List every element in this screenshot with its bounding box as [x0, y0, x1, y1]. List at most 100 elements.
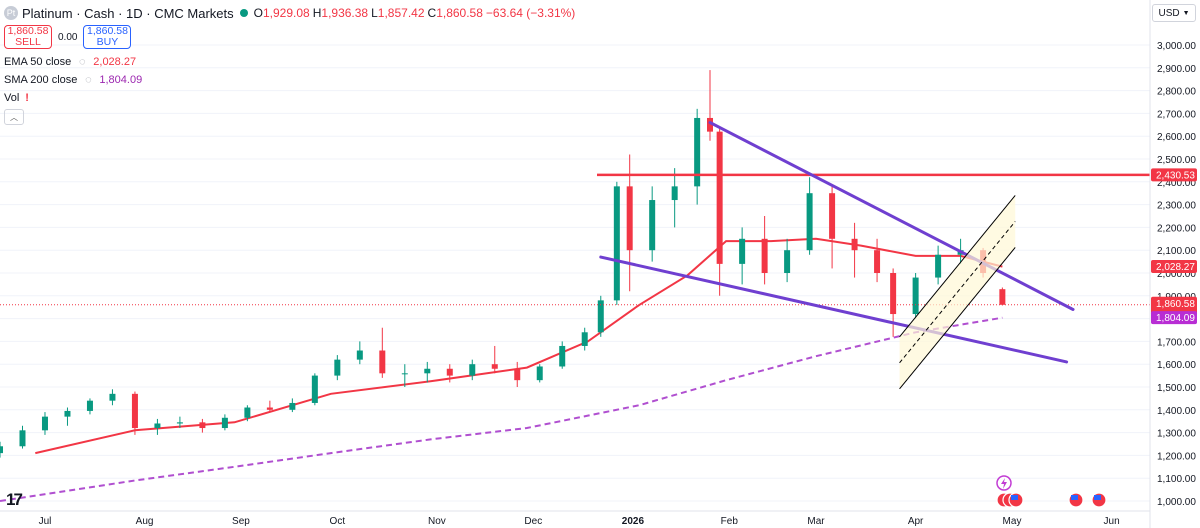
ohlc-close: C1,860.58 — [427, 6, 483, 20]
vol-warning-icon[interactable]: ! — [25, 91, 29, 104]
time-tick-label: Dec — [524, 516, 542, 527]
candle-body — [469, 364, 476, 376]
candle-body — [671, 186, 678, 201]
candle-body — [707, 117, 714, 132]
time-tick-label: Apr — [908, 516, 924, 527]
candle-body — [694, 117, 701, 187]
candle-body — [64, 410, 71, 417]
ohlc-low: L1,857.42 — [371, 6, 425, 20]
us-flag-canton — [1094, 495, 1101, 500]
tradingview-logo-icon[interactable]: 17 — [6, 490, 23, 509]
price-tick-label: 2,700.00 — [1157, 109, 1196, 120]
price-tick-label: 2,200.00 — [1157, 223, 1196, 234]
sma-label[interactable]: SMA 200 close — [4, 73, 78, 86]
drawings[interactable] — [0, 121, 1150, 390]
candle-body — [912, 277, 919, 315]
time-tick-label: Nov — [428, 516, 446, 527]
ema-50-line — [35, 237, 1003, 455]
channel-upper-line — [899, 195, 1016, 338]
price-tick-label: 2,100.00 — [1157, 246, 1196, 257]
candle-body — [514, 368, 521, 381]
candle-body — [649, 200, 656, 251]
vol-label[interactable]: Vol — [4, 91, 20, 104]
time-tick-label: Feb — [721, 516, 739, 527]
price-tick-label: 2,300.00 — [1157, 201, 1196, 212]
candle-body — [890, 273, 897, 315]
candle-body — [266, 407, 273, 410]
sma-price-label — [1151, 311, 1197, 325]
price-tick-label: 2,000.00 — [1157, 269, 1196, 280]
candle-body — [536, 366, 543, 381]
ema-indicator-row[interactable]: EMA 50 close ◌ 2,028.27 — [4, 53, 575, 70]
candle-body — [289, 402, 296, 410]
price-tick-label: 1,500.00 — [1157, 383, 1196, 394]
price-tick-label: 1,000.00 — [1157, 497, 1196, 508]
us-flag-canton — [1071, 495, 1078, 500]
candle-body — [597, 300, 604, 333]
currency-selector[interactable]: USD ▼ — [1152, 4, 1196, 22]
price-tick-label: 1,700.00 — [1157, 337, 1196, 348]
symbol-title[interactable]: Platinum · Cash · 1D · CMC Markets — [22, 5, 234, 21]
ohlc-high: H1,936.38 — [312, 6, 369, 20]
buy-price: 1,860.58 — [87, 25, 128, 37]
time-tick-label: Sep — [232, 516, 250, 527]
candle-body — [559, 345, 566, 367]
us-flag-icon-group[interactable] — [996, 492, 1107, 508]
candle-body — [41, 416, 48, 431]
candle-body — [613, 186, 620, 301]
platinum-symbol-icon: Pt — [4, 6, 18, 20]
price-tick-label: 2,800.00 — [1157, 87, 1196, 98]
candle-body — [154, 423, 161, 429]
price-tick-label: 1,200.00 — [1157, 451, 1196, 462]
candle-body — [446, 368, 453, 376]
candle-body — [19, 430, 26, 447]
volume-indicator-row[interactable]: Vol ! — [4, 89, 575, 106]
time-axis[interactable]: Jul Aug Sep Oct Nov Dec 2026 Feb Mar Apr May Jun — [39, 516, 1120, 527]
candle-body — [311, 375, 318, 403]
event-icons[interactable] — [996, 475, 1107, 508]
candle-body — [739, 238, 746, 264]
buy-button[interactable]: 1,860.58 BUY — [83, 25, 132, 49]
sma-200-path — [0, 316, 1003, 502]
trendline — [708, 121, 1075, 311]
time-tick-label: Aug — [136, 516, 154, 527]
spread-value: 0.00 — [58, 31, 78, 43]
market-open-dot-icon — [239, 9, 248, 17]
candle-body — [424, 368, 431, 374]
symbol-row: Pt Platinum · Cash · 1D · CMC Markets O1… — [4, 4, 575, 22]
collapse-legend-chevron-icon[interactable]: ︿ — [4, 109, 24, 125]
candle-body — [999, 289, 1006, 305]
candle-body — [874, 250, 881, 273]
time-tick-label: May — [1003, 516, 1022, 527]
candle-body — [176, 422, 183, 424]
candle-body — [935, 254, 942, 278]
ema-value: 2,028.27 — [93, 55, 137, 68]
candle-body — [86, 400, 93, 411]
sma-indicator-row[interactable]: SMA 200 close ◌ 1,804.09 — [4, 71, 575, 88]
buy-label: BUY — [96, 36, 119, 48]
time-tick-label: Jul — [39, 516, 52, 527]
candle-body — [109, 393, 116, 401]
sma-value: 1,804.09 — [99, 73, 143, 86]
candle-body — [334, 359, 341, 376]
ema-50-path — [35, 237, 1003, 455]
candle-body — [581, 332, 588, 346]
price-tick-label: 1,300.00 — [1157, 429, 1196, 440]
candle-body — [0, 446, 3, 454]
resistance-price-label — [1151, 168, 1197, 182]
ema-label[interactable]: EMA 50 close — [4, 55, 72, 68]
flash-event-glyph — [1001, 478, 1007, 489]
ema-price-label-text: 2,028.27 — [1156, 262, 1195, 273]
sell-button[interactable]: 1,860.58 SELL — [4, 25, 52, 49]
sma-200-line — [0, 316, 1003, 502]
sell-price: 1,860.58 — [7, 25, 49, 37]
chart-grid — [0, 44, 1150, 502]
candle-body — [829, 193, 836, 239]
price-tick-label: 1,400.00 — [1157, 406, 1196, 417]
candle-body — [491, 364, 498, 369]
time-tick-label: 2026 — [622, 516, 645, 527]
price-tick-label: 2,900.00 — [1157, 64, 1196, 75]
candle-body — [626, 186, 633, 251]
